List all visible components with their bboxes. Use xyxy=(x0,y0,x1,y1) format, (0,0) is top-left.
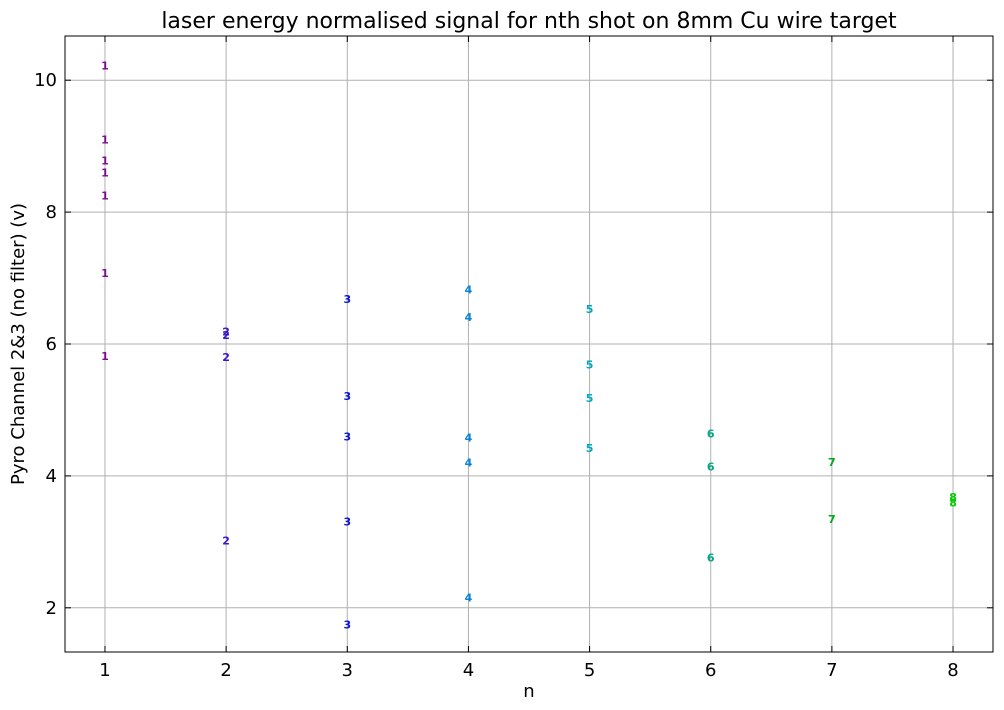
data-point: 5 xyxy=(586,358,594,371)
data-point: 4 xyxy=(465,432,473,445)
data-point: 5 xyxy=(586,392,594,405)
data-point: 4 xyxy=(465,283,473,296)
chart-title: laser energy normalised signal for nth s… xyxy=(161,9,897,34)
data-point: 1 xyxy=(101,190,109,203)
axis-ticks: 1 2 3 4 5 6 7 8 2 4 6 8 10 xyxy=(34,36,993,681)
y-tick-label: 2 xyxy=(46,598,57,619)
y-tick-label: 6 xyxy=(46,334,57,355)
data-point: 3 xyxy=(343,618,351,631)
x-tick-label: 6 xyxy=(705,660,716,681)
data-point: 1 xyxy=(101,60,109,73)
data-point: 8 xyxy=(949,496,957,509)
data-point: 3 xyxy=(343,430,351,443)
y-tick-label: 8 xyxy=(46,202,57,223)
data-point: 4 xyxy=(465,311,473,324)
x-tick-label: 8 xyxy=(947,660,958,681)
x-axis-label: n xyxy=(523,681,534,702)
data-point: 3 xyxy=(343,515,351,528)
data-point: 6 xyxy=(707,461,715,474)
x-tick-label: 2 xyxy=(220,660,231,681)
data-point: 1 xyxy=(101,155,109,168)
data-point: 2 xyxy=(222,325,230,338)
y-tick-label: 4 xyxy=(46,466,57,487)
x-tick-label: 7 xyxy=(826,660,837,681)
data-point: 2 xyxy=(222,351,230,364)
data-point: 1 xyxy=(101,134,109,147)
data-point: 8 xyxy=(949,491,957,504)
data-point: 1 xyxy=(101,167,109,180)
x-tick-label: 5 xyxy=(584,660,595,681)
data-point: 1 xyxy=(101,267,109,280)
data-point: 3 xyxy=(343,390,351,403)
data-point: 4 xyxy=(465,457,473,470)
y-tick-label: 10 xyxy=(34,70,57,91)
plot-frame xyxy=(64,35,994,653)
data-point: 7 xyxy=(828,456,836,469)
data-point: 4 xyxy=(465,591,473,604)
x-tick-label: 3 xyxy=(342,660,353,681)
data-point: 7 xyxy=(828,513,836,526)
x-tick-label: 1 xyxy=(99,660,110,681)
x-tick-label: 4 xyxy=(463,660,474,681)
data-point: 3 xyxy=(343,293,351,306)
data-point: 2 xyxy=(222,535,230,548)
data-point: 2 xyxy=(222,329,230,342)
data-point: 6 xyxy=(707,552,715,565)
data-point: 1 xyxy=(101,350,109,363)
data-point: 5 xyxy=(586,303,594,316)
data-point: 6 xyxy=(707,428,715,441)
y-axis-label: Pyro Channel 2&3 (no filter) (v) xyxy=(8,203,29,485)
grid-lines xyxy=(65,36,993,652)
data-point: 5 xyxy=(586,442,594,455)
